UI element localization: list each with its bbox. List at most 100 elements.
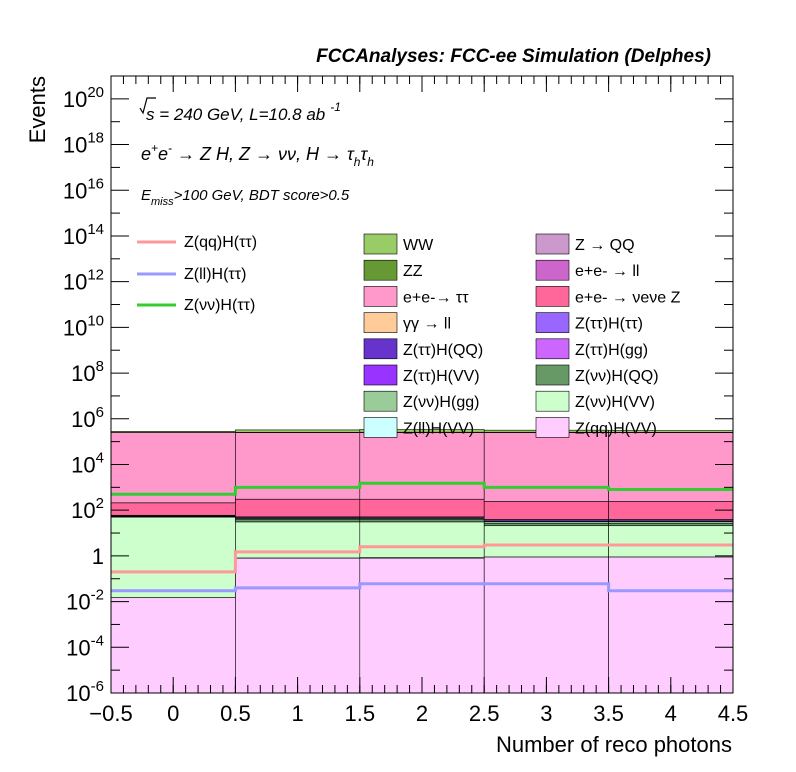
y-tick-label: 1010 (63, 312, 104, 340)
legend-label: Z(ττ)H(ττ) (575, 316, 643, 333)
x-tick-label: −0.5 (89, 701, 132, 726)
bar-2-0 (110, 516, 236, 598)
legend-swatch (535, 338, 570, 360)
bar-3-1 (235, 519, 361, 523)
bar-0-4 (608, 556, 734, 694)
y-tick-label: 106 (71, 404, 104, 432)
bar-0-2 (359, 557, 485, 694)
y-axis-title: Events (25, 76, 50, 143)
y-tick-label: 1016 (63, 175, 104, 203)
bar-13-3 (483, 432, 609, 502)
legend-swatch (535, 259, 570, 281)
legend-swatch (535, 312, 570, 333)
y-tick-label: 1014 (63, 221, 104, 249)
legend-label: Z(ll)H(VV) (403, 420, 474, 437)
legend-swatch (363, 364, 398, 386)
legend-swatch (535, 417, 570, 438)
legend-line-label: Z(ll)H(ττ) (184, 266, 246, 283)
legend-line-label: Z(νν)H(ττ) (184, 297, 255, 314)
signal-lines (111, 481, 733, 593)
legend-line-label: Z(qq)H(ττ) (184, 234, 257, 251)
y-tick-label: 1020 (63, 84, 104, 112)
bar-13-2 (359, 432, 485, 500)
svg-text:Emiss>100 GeV, BDT score>0.5: Emiss>100 GeV, BDT score>0.5 (141, 187, 350, 208)
svg-text:e+e- → Z H, Z → νν, H → τhτh: e+e- → Z H, Z → νν, H → τhτh (141, 141, 374, 169)
bar-3-2 (359, 519, 485, 523)
legend-label: Z(νν)H(QQ) (575, 368, 659, 385)
legend-label: Z(νν)H(VV) (575, 394, 655, 411)
legend-label: e+e-→ ττ (403, 289, 469, 306)
legend-label: e+e- → νeνe Z (575, 289, 681, 306)
x-tick-label: 4 (665, 701, 677, 726)
bar-0-1 (235, 557, 361, 694)
legend-swatch (363, 338, 398, 360)
bar-3-3 (483, 522, 609, 527)
y-tick-label: 10-6 (66, 678, 104, 706)
stacked-histogram (110, 429, 734, 694)
legend-label: e+e- → ll (575, 263, 639, 280)
bar-10-0 (110, 502, 236, 516)
annotation-energy-lumi: s = 240 GeV, L=10.8 ab -1 (139, 97, 341, 124)
bar-10-4 (608, 501, 734, 520)
bar-2-3 (483, 525, 609, 558)
bar-10-2 (359, 498, 485, 518)
y-tick-label: 10-4 (66, 632, 104, 660)
x-tick-label: 4.5 (718, 701, 749, 726)
x-tick-label: 3.5 (593, 701, 624, 726)
y-tick-label: 10-2 (66, 587, 104, 615)
legend-swatch (363, 417, 398, 438)
legend-swatch (363, 312, 398, 333)
legend-label: Z(νν)H(gg) (403, 394, 479, 411)
legend-swatch (535, 233, 570, 255)
x-tick-label: 3 (540, 701, 552, 726)
y-tick-label: 1018 (63, 130, 104, 158)
signal-line-0 (111, 543, 733, 574)
legend-swatch (363, 259, 398, 281)
bar-10-3 (483, 501, 609, 520)
bar-13-1 (235, 432, 361, 500)
bar-15-0 (110, 431, 236, 433)
bar-13-0 (110, 432, 236, 504)
bar-2-4 (608, 525, 734, 558)
y-tick-label: 104 (71, 449, 104, 477)
bar-10-1 (235, 498, 361, 518)
legend-label: γγ → ll (403, 316, 451, 333)
legend-label: Z(ττ)H(QQ) (403, 342, 483, 359)
legend-label: Z → QQ (575, 237, 635, 254)
bar-15-1 (235, 429, 361, 433)
legend-label: ZZ (403, 263, 423, 280)
signal-line-1 (111, 582, 733, 593)
legend-swatch (535, 286, 570, 307)
legend-label: Z(ττ)H(VV) (403, 368, 480, 385)
bar-13-4 (608, 432, 734, 502)
y-tick-label: 102 (71, 495, 104, 523)
legend-swatch (363, 286, 398, 307)
y-tick-label: 108 (71, 358, 104, 386)
chart-title: FCCAnalyses: FCC-ee Simulation (Delphes) (316, 46, 711, 67)
x-tick-label: 1 (291, 701, 303, 726)
legend-swatch (363, 390, 398, 412)
legend-swatch (535, 364, 570, 386)
legend: Z(qq)H(ττ) Z(ll)H(ττ) Z(νν)H(ττ) WW ZZ e+e-→ … (137, 233, 681, 438)
axis-ticks: −0.5 0 0.5 1 1.5 2 2.5 3 3.5 4 4.5 10-6 10-4 10-2 1 102… (63, 75, 749, 726)
y-tick-label: 1 (92, 544, 104, 569)
legend-label: Z(ττ)H(gg) (575, 342, 648, 359)
legend-swatch (363, 233, 398, 255)
annotation-process: e+e- → Z H, Z → νν, H → τhτh (141, 141, 374, 169)
x-tick-label: 0 (167, 701, 179, 726)
x-axis-title: Number of reco photons (496, 732, 732, 757)
bar-2-2 (359, 521, 485, 558)
bar-0-3 (483, 556, 609, 694)
legend-swatch (535, 390, 570, 412)
x-tick-label: 0.5 (220, 701, 251, 726)
signal-line-2 (111, 481, 733, 496)
bar-3-4 (608, 522, 734, 527)
y-tick-label: 1012 (63, 267, 104, 295)
x-tick-label: 1.5 (345, 701, 376, 726)
annotation-cuts: Emiss>100 GeV, BDT score>0.5 (141, 187, 350, 208)
legend-label: Z(qq)H(VV) (575, 420, 657, 437)
x-tick-label: 2.5 (469, 701, 500, 726)
x-tick-label: 2 (416, 701, 428, 726)
svg-text:s = 240 GeV, L=10.8 ab-1: s = 240 GeV, L=10.8 ab -1 (146, 100, 341, 124)
